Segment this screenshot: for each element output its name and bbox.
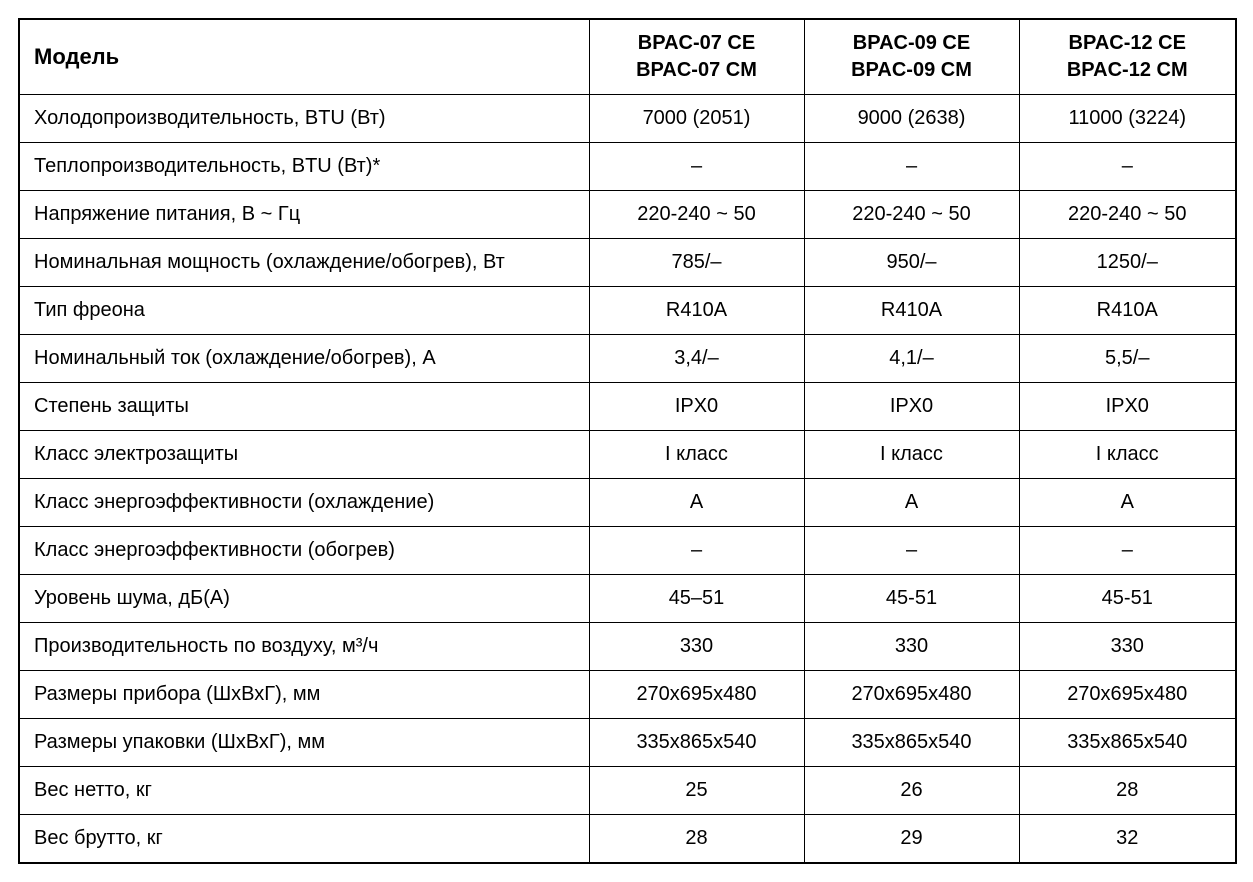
param-cell: Класс электрозащиты [19,431,589,479]
value-cell: 7000 (2051) [589,95,804,143]
value-cell: 3,4/– [589,335,804,383]
table-row: Тип фреонаR410AR410AR410A [19,287,1236,335]
value-cell: 330 [589,623,804,671]
table-row: Номинальная мощность (охлаждение/обогрев… [19,239,1236,287]
value-cell: 5,5/– [1019,335,1236,383]
header-row: Модель BPAC-07 CE BPAC-07 CM BPAC-09 CE … [19,19,1236,95]
value-cell: 45-51 [804,575,1019,623]
header-label: Модель [19,19,589,95]
model-col-2: BPAC-12 CE BPAC-12 CM [1019,19,1236,95]
table-row: Холодопроизводительность, BTU (Вт)7000 (… [19,95,1236,143]
value-cell: 45–51 [589,575,804,623]
value-cell: – [1019,527,1236,575]
table-row: Номинальный ток (охлаждение/обогрев), А3… [19,335,1236,383]
value-cell: 785/– [589,239,804,287]
spec-table-body: Холодопроизводительность, BTU (Вт)7000 (… [19,95,1236,864]
value-cell: IPX0 [1019,383,1236,431]
value-cell: 950/– [804,239,1019,287]
param-cell: Напряжение питания, В ~ Гц [19,191,589,239]
value-cell: IPX0 [804,383,1019,431]
value-cell: 28 [1019,767,1236,815]
param-cell: Класс энергоэффективности (охлаждение) [19,479,589,527]
value-cell: R410A [1019,287,1236,335]
value-cell: 220-240 ~ 50 [1019,191,1236,239]
value-cell: R410A [589,287,804,335]
value-cell: – [804,143,1019,191]
table-row: Класс электрозащитыI классI классI класс [19,431,1236,479]
value-cell: 1250/– [1019,239,1236,287]
value-cell: R410A [804,287,1019,335]
value-cell: – [589,143,804,191]
table-row: Размеры упаковки (ШхВхГ), мм335x865x5403… [19,719,1236,767]
value-cell: – [1019,143,1236,191]
spec-table: Модель BPAC-07 CE BPAC-07 CM BPAC-09 CE … [18,18,1237,864]
value-cell: 26 [804,767,1019,815]
param-cell: Уровень шума, дБ(А) [19,575,589,623]
value-cell: 330 [804,623,1019,671]
value-cell: 270x695x480 [804,671,1019,719]
value-cell: I класс [1019,431,1236,479]
table-row: Степень защитыIPX0IPX0IPX0 [19,383,1236,431]
table-row: Класс энергоэффективности (охлаждение)AA… [19,479,1236,527]
param-cell: Номинальная мощность (охлаждение/обогрев… [19,239,589,287]
table-row: Вес нетто, кг252628 [19,767,1236,815]
param-cell: Тип фреона [19,287,589,335]
param-cell: Размеры прибора (ШхВхГ), мм [19,671,589,719]
param-cell: Номинальный ток (охлаждение/обогрев), А [19,335,589,383]
value-cell: 335x865x540 [1019,719,1236,767]
param-cell: Теплопроизводительность, BTU (Вт)* [19,143,589,191]
table-row: Напряжение питания, В ~ Гц220-240 ~ 5022… [19,191,1236,239]
value-cell: 330 [1019,623,1236,671]
value-cell: 4,1/– [804,335,1019,383]
value-cell: 335x865x540 [804,719,1019,767]
param-cell: Вес нетто, кг [19,767,589,815]
value-cell: 9000 (2638) [804,95,1019,143]
model-col-0: BPAC-07 CE BPAC-07 CM [589,19,804,95]
value-cell: – [804,527,1019,575]
value-cell: I класс [589,431,804,479]
value-cell: 270x695x480 [1019,671,1236,719]
value-cell: I класс [804,431,1019,479]
table-row: Теплопроизводительность, BTU (Вт)*––– [19,143,1236,191]
value-cell: 270x695x480 [589,671,804,719]
table-row: Уровень шума, дБ(А)45–5145-5145-51 [19,575,1236,623]
value-cell: A [1019,479,1236,527]
value-cell: A [589,479,804,527]
table-row: Размеры прибора (ШхВхГ), мм270x695x48027… [19,671,1236,719]
value-cell: – [589,527,804,575]
param-cell: Холодопроизводительность, BTU (Вт) [19,95,589,143]
value-cell: IPX0 [589,383,804,431]
param-cell: Степень защиты [19,383,589,431]
table-row: Класс энергоэффективности (обогрев)––– [19,527,1236,575]
param-cell: Класс энергоэффективности (обогрев) [19,527,589,575]
value-cell: 25 [589,767,804,815]
table-row: Производительность по воздуху, м³/ч33033… [19,623,1236,671]
param-cell: Производительность по воздуху, м³/ч [19,623,589,671]
value-cell: 220-240 ~ 50 [804,191,1019,239]
value-cell: A [804,479,1019,527]
value-cell: 220-240 ~ 50 [589,191,804,239]
value-cell: 45-51 [1019,575,1236,623]
param-cell: Размеры упаковки (ШхВхГ), мм [19,719,589,767]
value-cell: 11000 (3224) [1019,95,1236,143]
model-col-1: BPAC-09 CE BPAC-09 CM [804,19,1019,95]
value-cell: 335x865x540 [589,719,804,767]
